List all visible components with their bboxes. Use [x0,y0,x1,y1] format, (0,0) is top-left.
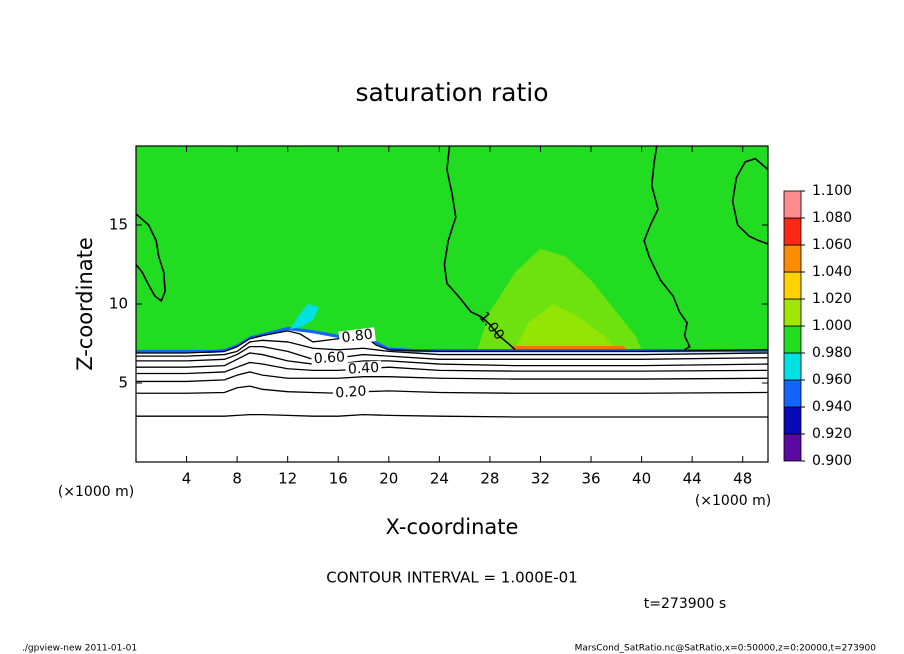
colorbar-tick-label: 1.100 [812,183,852,199]
contour-label-group: 0.20 [332,384,370,402]
x-tick-label: 20 [379,470,398,488]
x-tick-label: 12 [278,470,297,488]
filled-region [136,146,768,351]
contour-label-halo [345,360,382,377]
contour-line [136,371,768,383]
y-axis-label: Z-coordinate [73,237,97,371]
plot-area: 0.200.400.600.80 1.00 [136,146,768,462]
filled-region [515,304,617,350]
colorbar-tick-label: 1.020 [812,291,852,307]
x-tick-label: 32 [531,470,550,488]
contour-interval: CONTOUR INTERVAL = 1.000E-01 [326,569,577,587]
contour-label: 0.40 [347,360,379,378]
footer-right: MarsCond_SatRatio.nc@SatRatio,x=0:50000,… [575,644,877,654]
y-tick-label: 5 [118,374,128,392]
contour-label-halo [310,350,348,367]
colorbar-band [783,433,802,462]
colorbar-band [783,325,802,354]
filled-region [508,345,629,350]
contour-line [731,157,768,245]
x-tick-label: 36 [581,470,600,488]
contour-line [136,330,768,354]
filled-region [290,304,320,330]
colorbar-band [783,379,802,408]
footer-left: ./gpview-new 2011-01-01 [22,644,137,654]
colorbar-tick-label: 0.900 [812,453,852,469]
colorbar-tick-label: 1.040 [812,264,852,280]
contour-line [643,146,691,351]
contour-label-group: 0.40 [345,360,382,378]
colorbar-band [783,190,802,219]
colorbar-tick-label: 1.080 [812,210,852,226]
x-tick-label: 8 [232,470,242,488]
colorbar-tick-label: 1.060 [812,237,852,253]
contour-line [136,339,768,357]
x-tick-label: 44 [683,470,702,488]
y-tick-label: 15 [109,216,128,234]
contour-label: 0.60 [313,349,345,367]
contour-line [136,213,166,303]
contour-label: 0.20 [335,384,367,402]
colorbar-tick-label: 0.960 [812,372,852,388]
y-tick-label: 10 [109,295,128,313]
x-axis-label: X-coordinate [386,515,519,539]
x-axis-unit: (×1000 m) [695,493,771,509]
x-tick-label: 48 [733,470,752,488]
colorbar-band [783,271,802,300]
x-tick-label: 16 [329,470,348,488]
x-tick-label: 28 [480,470,499,488]
contour-label-halo [332,384,370,401]
contour-line [136,385,768,394]
contour-label-halo [338,327,376,346]
time-label: t=273900 s [644,596,726,612]
x-tick-label: 4 [182,470,192,488]
colorbar-tick-label: 0.920 [812,426,852,442]
contour-line [136,361,768,375]
contour-line [136,413,768,418]
x-tick-label: 40 [632,470,651,488]
colorbar-tick-label: 1.000 [812,318,852,334]
x-tick-label: 24 [430,470,449,488]
y-axis-unit: (×1000 m) [58,484,134,500]
contour-label: 0.80 [341,327,374,347]
contour-label-group: 0.80 [338,327,376,347]
colorbar-tick-label: 0.940 [812,399,852,415]
colorbar-band [783,352,802,381]
filled-region [477,248,642,350]
colorbar-band [783,298,802,327]
contour-label-group: 0.60 [310,349,348,367]
colorbar-band [783,217,802,246]
colorbar-tick-label: 0.980 [812,345,852,361]
colorbar-band [783,406,802,435]
chart-title: saturation ratio [355,78,548,107]
contour-line [443,146,516,351]
colorbar-band [783,244,802,273]
